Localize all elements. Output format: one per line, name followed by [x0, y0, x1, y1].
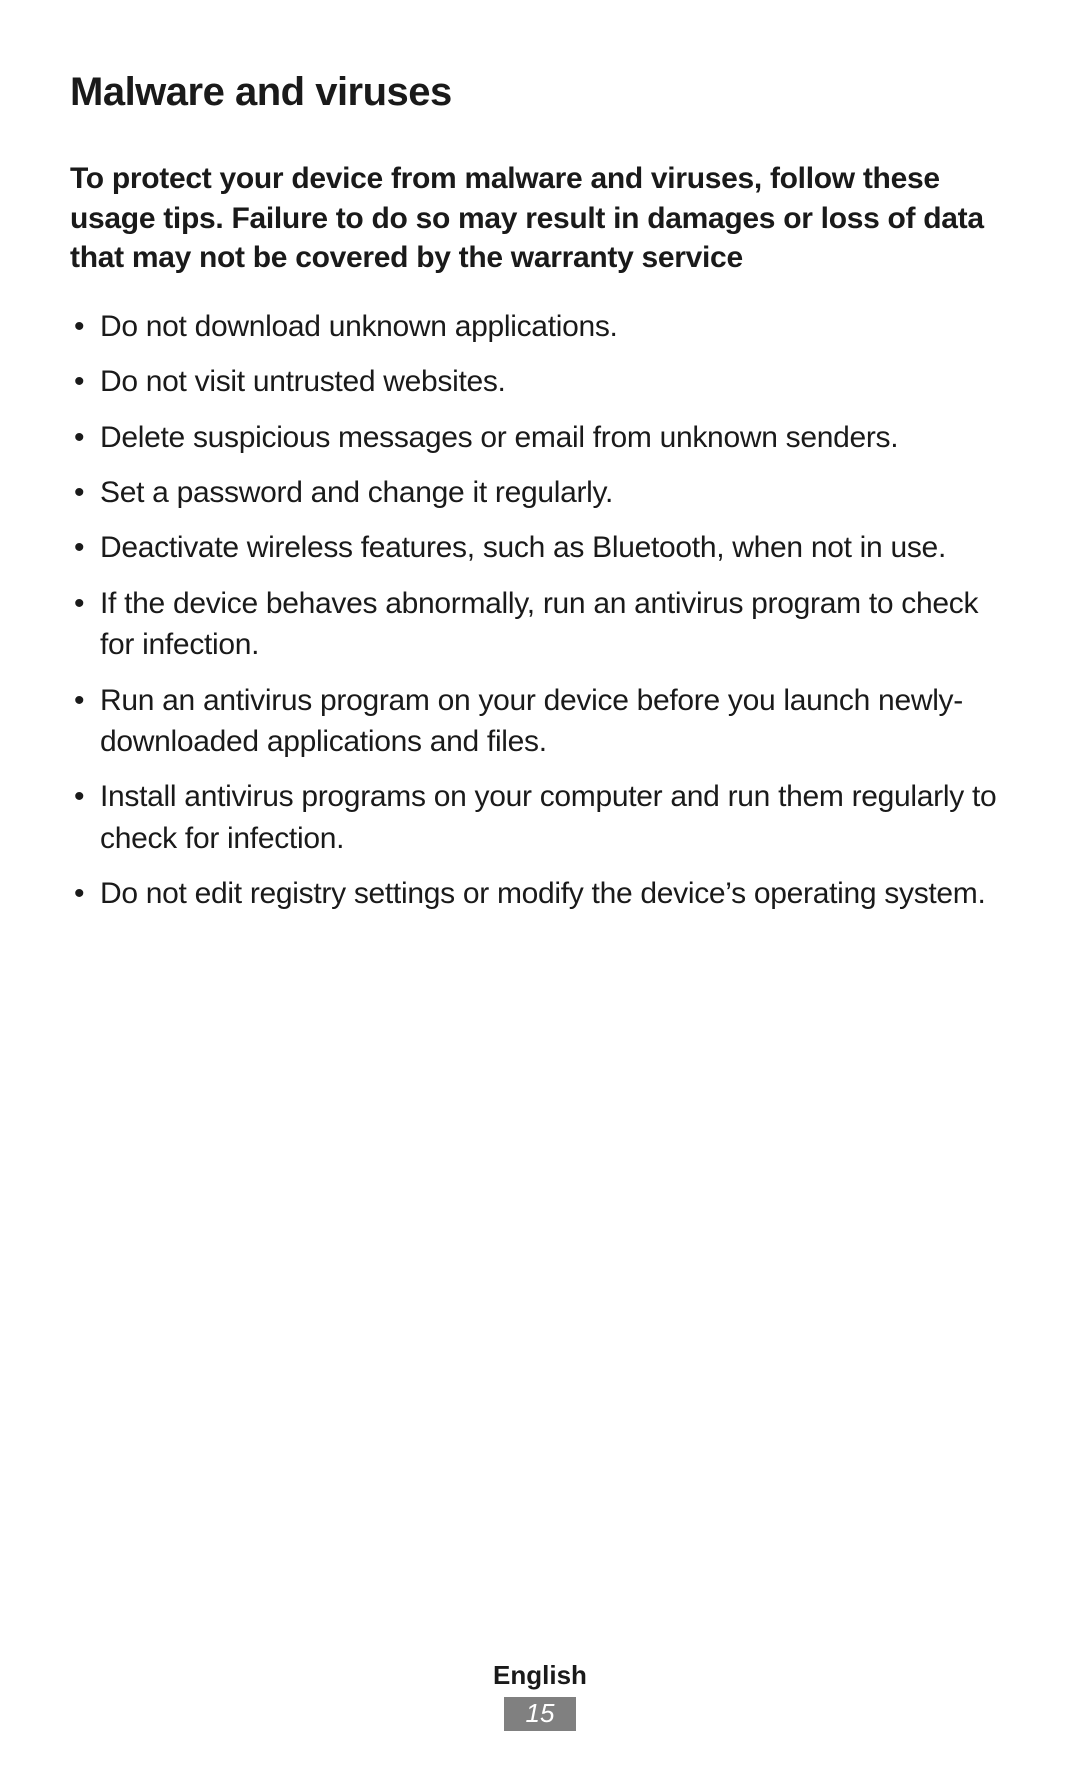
tips-list: Do not download unknown applications. Do…: [70, 306, 1010, 915]
list-item: Deactivate wireless features, such as Bl…: [100, 527, 1010, 568]
list-item: Do not download unknown applications.: [100, 306, 1010, 347]
document-page: Malware and viruses To protect your devi…: [0, 0, 1080, 914]
list-item: Do not visit untrusted websites.: [100, 361, 1010, 402]
intro-paragraph: To protect your device from malware and …: [70, 159, 1010, 278]
section-heading: Malware and viruses: [70, 70, 1010, 115]
list-item: Run an antivirus program on your device …: [100, 680, 1010, 763]
footer-page-number: 15: [504, 1697, 577, 1731]
list-item: Install antivirus programs on your compu…: [100, 776, 1010, 859]
footer-language: English: [0, 1660, 1080, 1691]
list-item: If the device behaves abnormally, run an…: [100, 583, 1010, 666]
list-item: Do not edit registry settings or modify …: [100, 873, 1010, 914]
list-item: Delete suspicious messages or email from…: [100, 417, 1010, 458]
list-item: Set a password and change it regularly.: [100, 472, 1010, 513]
page-footer: English 15: [0, 1660, 1080, 1731]
